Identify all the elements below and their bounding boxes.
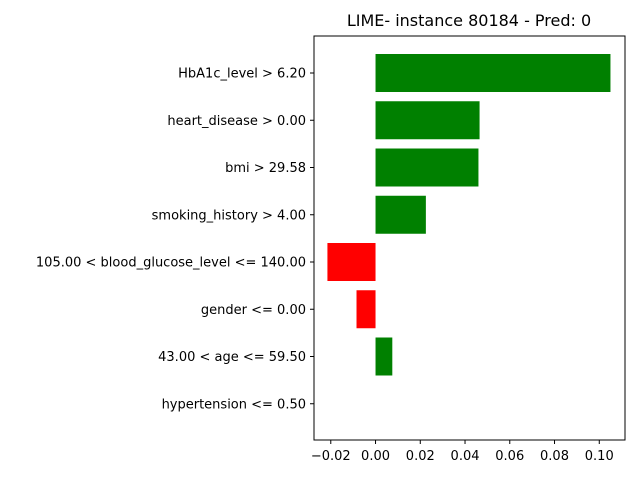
plot-area: HbA1c_level > 6.20 heart_disease > 0.00 bm… (36, 54, 614, 464)
y-tick-label: heart_disease > 0.00 (167, 114, 306, 129)
x-tick-label: 0.00 (361, 449, 390, 464)
x-tick-label: 0.06 (495, 449, 524, 464)
chart-title: LIME- instance 80184 - Pred: 0 (347, 11, 591, 30)
x-tick-label: 0.10 (585, 449, 614, 464)
bar-2 (375, 148, 479, 187)
x-tick-label: 0.08 (540, 449, 569, 464)
y-tick-label: 105.00 < blood_glucose_level <= 140.00 (36, 256, 306, 271)
x-tick-label: −0.02 (311, 449, 351, 464)
bar-3 (375, 195, 426, 234)
y-tick-label: 43.00 < age <= 59.50 (158, 350, 306, 365)
x-tick-label: 0.04 (451, 449, 480, 464)
y-tick-label: smoking_history > 4.00 (152, 208, 306, 223)
bar-5 (356, 290, 376, 329)
y-tick-label: HbA1c_level > 6.20 (178, 67, 306, 82)
y-tick-label: bmi > 29.58 (225, 161, 306, 176)
bar-6 (375, 337, 393, 376)
axes-frame (313, 35, 626, 441)
bar-0 (375, 54, 611, 92)
bar-1 (375, 101, 480, 140)
y-tick-label: hypertension <= 0.50 (162, 397, 306, 412)
bar-4 (327, 243, 376, 281)
x-tick-label: 0.02 (406, 449, 435, 464)
y-tick-label: gender <= 0.00 (201, 303, 306, 318)
